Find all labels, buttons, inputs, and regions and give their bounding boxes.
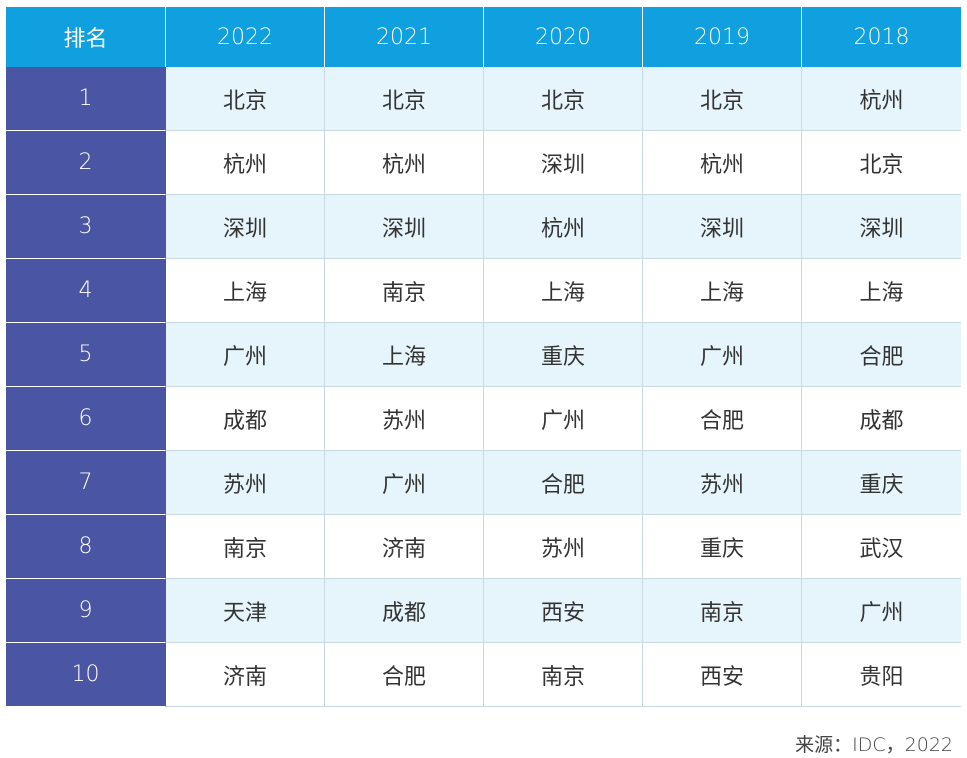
header-year-2022: 2022 <box>166 7 325 67</box>
city-cell: 深圳 <box>802 195 961 259</box>
city-cell: 西安 <box>643 643 802 707</box>
rank-cell: 9 <box>6 579 166 643</box>
ranking-table-container: 排名 2022 2021 2020 2019 2018 1 北京 北京 北京 北京 杭州 2 杭州 杭州… <box>6 7 961 756</box>
header-year-2021: 2021 <box>325 7 484 67</box>
city-cell: 杭州 <box>484 195 643 259</box>
city-cell: 武汉 <box>802 515 961 579</box>
city-cell: 南京 <box>643 579 802 643</box>
header-year-2019: 2019 <box>643 7 802 67</box>
table-row: 6 成都 苏州 广州 合肥 成都 <box>6 387 961 451</box>
city-cell: 北京 <box>802 131 961 195</box>
rank-cell: 5 <box>6 323 166 387</box>
city-cell: 广州 <box>643 323 802 387</box>
table-header-row: 排名 2022 2021 2020 2019 2018 <box>6 7 961 67</box>
city-cell: 苏州 <box>166 451 325 515</box>
city-cell: 济南 <box>166 643 325 707</box>
rank-cell: 6 <box>6 387 166 451</box>
city-cell: 南京 <box>325 259 484 323</box>
source-note: 来源：IDC，2022 <box>795 734 953 756</box>
city-cell: 上海 <box>166 259 325 323</box>
table-body: 1 北京 北京 北京 北京 杭州 2 杭州 杭州 深圳 杭州 北京 3 深圳 深圳 杭州 深圳 深圳 4 上海 南京 上海… <box>6 67 961 707</box>
city-cell: 杭州 <box>166 131 325 195</box>
city-cell: 杭州 <box>325 131 484 195</box>
city-cell: 深圳 <box>325 195 484 259</box>
city-cell: 广州 <box>802 579 961 643</box>
ranking-table: 排名 2022 2021 2020 2019 2018 1 北京 北京 北京 北京 杭州 2 杭州 杭州… <box>6 7 961 707</box>
city-cell: 合肥 <box>643 387 802 451</box>
rank-cell: 4 <box>6 259 166 323</box>
city-cell: 合肥 <box>802 323 961 387</box>
city-cell: 广州 <box>325 451 484 515</box>
city-cell: 贵阳 <box>802 643 961 707</box>
city-cell: 西安 <box>484 579 643 643</box>
city-cell: 杭州 <box>802 67 961 131</box>
city-cell: 杭州 <box>643 131 802 195</box>
table-row: 2 杭州 杭州 深圳 杭州 北京 <box>6 131 961 195</box>
header-year-2018: 2018 <box>802 7 961 67</box>
rank-cell: 8 <box>6 515 166 579</box>
city-cell: 成都 <box>166 387 325 451</box>
rank-cell: 10 <box>6 643 166 707</box>
city-cell: 天津 <box>166 579 325 643</box>
table-row: 5 广州 上海 重庆 广州 合肥 <box>6 323 961 387</box>
city-cell: 上海 <box>802 259 961 323</box>
city-cell: 成都 <box>802 387 961 451</box>
city-cell: 成都 <box>325 579 484 643</box>
table-row: 8 南京 济南 苏州 重庆 武汉 <box>6 515 961 579</box>
table-row: 9 天津 成都 西安 南京 广州 <box>6 579 961 643</box>
city-cell: 重庆 <box>484 323 643 387</box>
city-cell: 南京 <box>484 643 643 707</box>
city-cell: 深圳 <box>643 195 802 259</box>
city-cell: 苏州 <box>643 451 802 515</box>
city-cell: 上海 <box>325 323 484 387</box>
header-rank: 排名 <box>6 7 166 67</box>
table-row: 7 苏州 广州 合肥 苏州 重庆 <box>6 451 961 515</box>
rank-cell: 1 <box>6 67 166 131</box>
rank-cell: 2 <box>6 131 166 195</box>
table-row: 4 上海 南京 上海 上海 上海 <box>6 259 961 323</box>
city-cell: 合肥 <box>484 451 643 515</box>
table-row: 1 北京 北京 北京 北京 杭州 <box>6 67 961 131</box>
rank-cell: 7 <box>6 451 166 515</box>
city-cell: 上海 <box>643 259 802 323</box>
city-cell: 重庆 <box>802 451 961 515</box>
city-cell: 上海 <box>484 259 643 323</box>
city-cell: 苏州 <box>484 515 643 579</box>
table-row: 10 济南 合肥 南京 西安 贵阳 <box>6 643 961 707</box>
city-cell: 北京 <box>643 67 802 131</box>
city-cell: 苏州 <box>325 387 484 451</box>
city-cell: 济南 <box>325 515 484 579</box>
header-year-2020: 2020 <box>484 7 643 67</box>
city-cell: 合肥 <box>325 643 484 707</box>
city-cell: 北京 <box>484 67 643 131</box>
city-cell: 广州 <box>166 323 325 387</box>
city-cell: 重庆 <box>643 515 802 579</box>
city-cell: 南京 <box>166 515 325 579</box>
city-cell: 深圳 <box>484 131 643 195</box>
city-cell: 深圳 <box>166 195 325 259</box>
city-cell: 北京 <box>325 67 484 131</box>
city-cell: 广州 <box>484 387 643 451</box>
rank-cell: 3 <box>6 195 166 259</box>
table-row: 3 深圳 深圳 杭州 深圳 深圳 <box>6 195 961 259</box>
city-cell: 北京 <box>166 67 325 131</box>
